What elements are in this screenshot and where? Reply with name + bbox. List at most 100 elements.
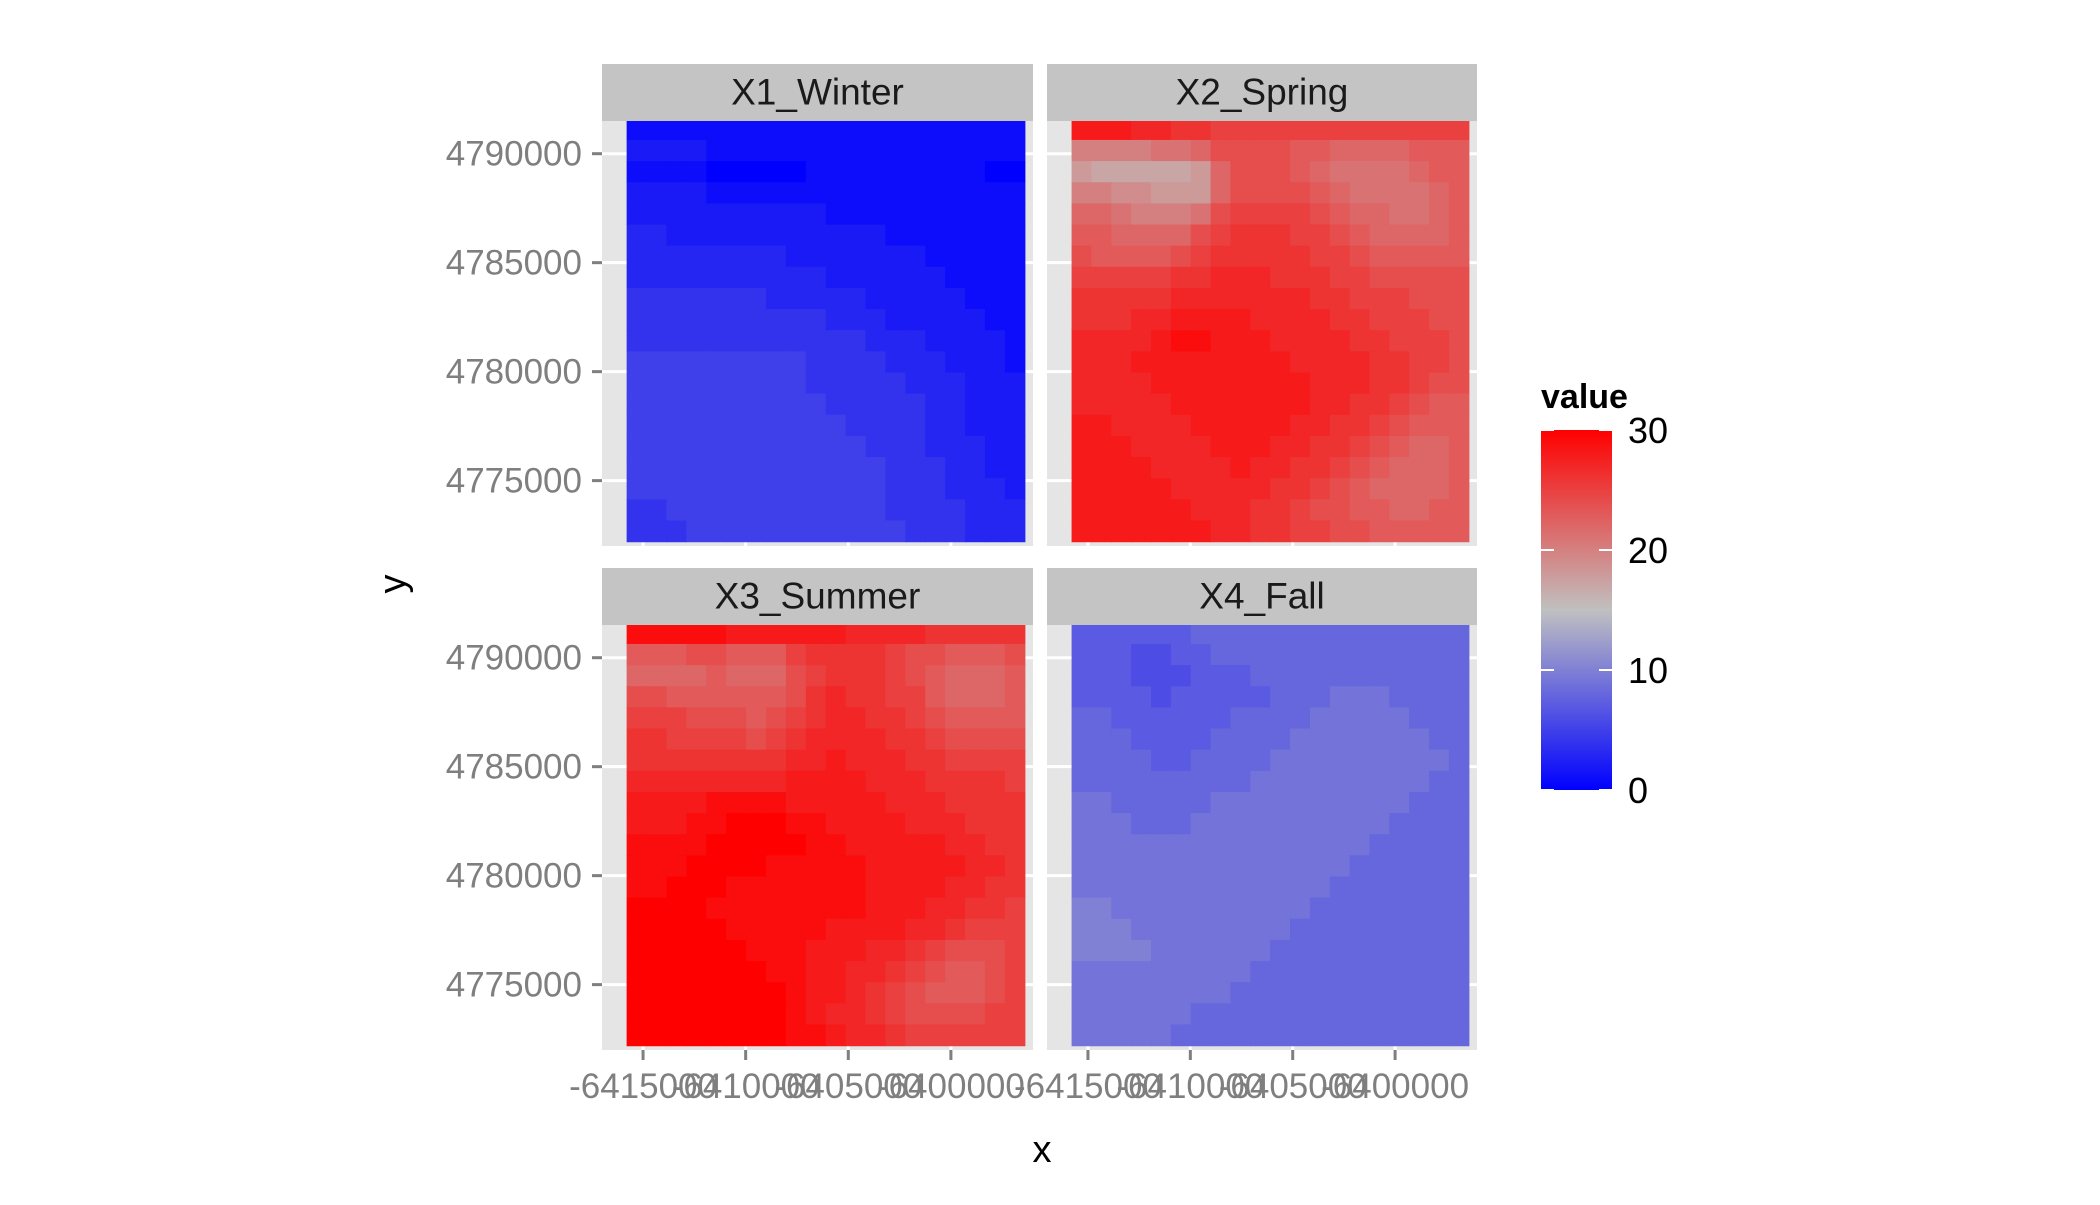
heatmap-cell (1349, 707, 1371, 730)
heatmap-cell (666, 245, 687, 268)
heatmap-cell (1111, 414, 1132, 437)
heatmap-cell (1409, 665, 1430, 687)
heatmap-cell (825, 770, 847, 793)
heatmap-cell (865, 287, 887, 310)
heatmap-cell (1190, 478, 1212, 500)
heatmap-cell (706, 707, 727, 730)
heatmap-cell (1230, 834, 1251, 856)
heatmap-cell (1448, 499, 1470, 522)
heatmap-cell (1131, 834, 1152, 856)
heatmap-cell (765, 118, 787, 141)
heatmap-cell (1290, 749, 1311, 772)
heatmap-cell (1448, 203, 1470, 226)
heatmap-cell (1190, 182, 1212, 204)
heatmap-cell (885, 834, 906, 856)
heatmap-cell (905, 622, 926, 645)
heatmap-cell (1409, 982, 1430, 1004)
heatmap-cell (1290, 897, 1311, 920)
heatmap-cell (945, 499, 966, 522)
heatmap-cell (1230, 499, 1251, 522)
heatmap-cell (1210, 478, 1232, 500)
heatmap-cell (1429, 139, 1450, 162)
heatmap-cell (905, 643, 926, 666)
heatmap-cell (1091, 266, 1112, 289)
heatmap-cell (1210, 643, 1232, 666)
heatmap-cell (1131, 876, 1152, 899)
heatmap-cell (805, 770, 827, 793)
heatmap-cell (1210, 182, 1232, 204)
heatmap-cell (1210, 728, 1232, 751)
heatmap-cell (1190, 309, 1212, 331)
heatmap-cell (1230, 749, 1251, 772)
heatmap-cell (925, 1024, 946, 1047)
heatmap-cell (785, 393, 807, 416)
heatmap-cell (1190, 749, 1212, 772)
heatmap-cell (626, 457, 648, 479)
heatmap-cell (945, 1024, 966, 1047)
heatmap-cell (1429, 939, 1450, 962)
heatmap-cell (805, 834, 827, 856)
heatmap-cell (984, 351, 1006, 374)
heatmap-cell (1290, 1003, 1311, 1026)
heatmap-cell (1448, 139, 1470, 162)
heatmap-cell (865, 245, 887, 268)
heatmap-cell (965, 939, 986, 962)
heatmap-cell (1349, 478, 1371, 500)
heatmap-cell (765, 266, 787, 289)
heatmap-cell (646, 203, 668, 226)
heatmap-cell (1389, 182, 1410, 204)
heatmap-cell (1389, 622, 1410, 645)
heatmap-cell (805, 393, 827, 416)
heatmap-cell (1004, 478, 1026, 500)
heatmap-cell (646, 918, 668, 941)
heatmap-cell (765, 791, 787, 814)
heatmap-cell (905, 414, 926, 437)
heatmap-cell (1250, 393, 1271, 416)
heatmap-cell (1369, 643, 1390, 666)
facet-title: X1_Winter (731, 72, 904, 113)
heatmap-cell (1151, 499, 1172, 522)
heatmap-cell (1210, 791, 1232, 814)
heatmap-cell (765, 224, 787, 247)
heatmap-cell (1170, 161, 1192, 183)
heatmap-cell (885, 478, 906, 500)
heatmap-cell (885, 161, 906, 183)
heatmap-cell (1230, 161, 1251, 183)
heatmap-cell (1071, 118, 1093, 141)
heatmap-cell (885, 749, 906, 772)
heatmap-cell (1448, 749, 1470, 772)
heatmap-cell (945, 224, 966, 247)
heatmap-cell (865, 435, 887, 458)
heatmap-cell (646, 393, 668, 416)
heatmap-cell (785, 161, 807, 183)
heatmap-cell (1091, 351, 1112, 374)
heatmap-cell (984, 707, 1006, 730)
heatmap-cell (984, 918, 1006, 941)
heatmap-cell (626, 749, 648, 772)
heatmap-cell (626, 1024, 648, 1047)
heatmap-cell (626, 224, 648, 247)
heatmap-cell (1071, 245, 1093, 268)
heatmap-cell (686, 266, 707, 289)
heatmap-cell (865, 414, 887, 437)
heatmap-cell (686, 622, 707, 645)
heatmap-cell (765, 287, 787, 310)
heatmap-cell (1270, 834, 1291, 856)
heatmap-cell (965, 372, 986, 395)
heatmap-cell (1409, 918, 1430, 941)
heatmap-cell (1309, 834, 1331, 856)
heatmap-cell (765, 834, 787, 856)
heatmap-cell (885, 203, 906, 226)
heatmap-cell (785, 457, 807, 479)
heatmap-cell (965, 686, 986, 708)
heatmap-cell (1190, 707, 1212, 730)
heatmap-cell (626, 435, 648, 458)
heatmap-cell (1270, 330, 1291, 352)
heatmap-cell (765, 203, 787, 226)
heatmap-cell (1250, 834, 1271, 856)
heatmap-cell (1210, 961, 1232, 983)
heatmap-cell (925, 372, 946, 395)
heatmap-cell (1448, 478, 1470, 500)
heatmap-cell (785, 499, 807, 522)
heatmap-cell (726, 478, 747, 500)
